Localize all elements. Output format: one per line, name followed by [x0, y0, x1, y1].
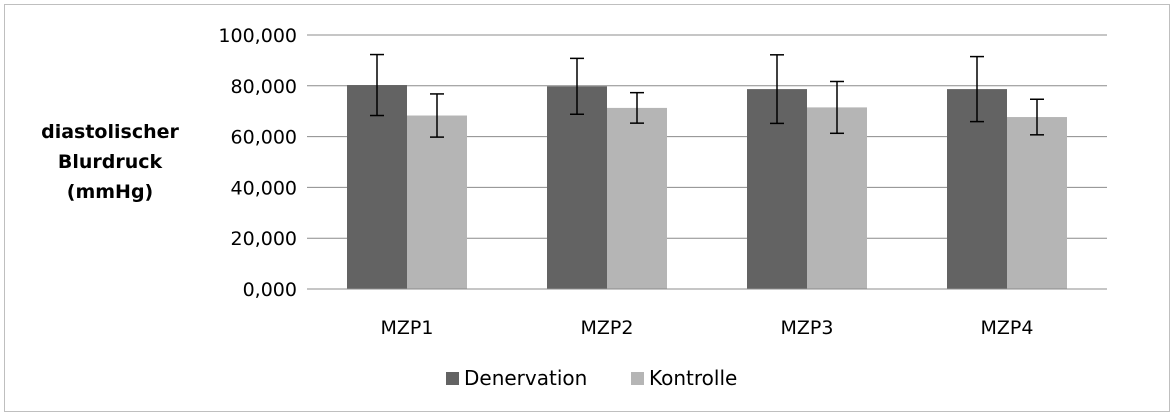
- x-tick-label: MZP1: [381, 317, 434, 339]
- error-bar-denervation-mzp2: [570, 57, 584, 115]
- bar-denervation-mzp4: [947, 89, 1007, 290]
- x-tick-label: MZP4: [981, 317, 1034, 339]
- error-bar-denervation-mzp3: [770, 54, 784, 125]
- error-bar-denervation-mzp1: [370, 53, 384, 117]
- x-tick-label: MZP3: [781, 317, 834, 339]
- y-axis-label-line: (mmHg): [67, 181, 153, 203]
- x-tick-label: MZP2: [581, 317, 634, 339]
- error-bar-kontrolle-mzp2: [630, 91, 644, 124]
- bar-kontrolle-mzp4: [1007, 117, 1067, 290]
- bar-denervation-mzp1: [347, 85, 407, 290]
- error-bars: [370, 53, 1044, 138]
- y-axis-label-line: Blurdruck: [58, 151, 163, 173]
- error-bar-kontrolle-mzp3: [830, 80, 844, 135]
- y-axis-label-line: diastolischer: [41, 121, 179, 143]
- y-tick-label: 100,000: [218, 25, 297, 47]
- y-tick-label: 80,000: [231, 76, 297, 98]
- y-tick-label: 60,000: [231, 127, 297, 149]
- y-tick-labels: 0,000 20,000 40,000 60,000 80,000 100,000: [218, 25, 297, 301]
- error-bar-denervation-mzp4: [970, 55, 984, 123]
- y-tick-label: 0,000: [243, 279, 297, 301]
- error-bar-kontrolle-mzp4: [1030, 98, 1044, 136]
- bar-kontrolle-mzp3: [807, 107, 867, 289]
- legend-item-kontrolle: Kontrolle: [631, 366, 737, 390]
- bar-kontrolle-mzp2: [607, 107, 667, 289]
- x-tick-labels: MZP1 MZP2 MZP3 MZP4: [381, 317, 1034, 339]
- legend: Denervation Kontrolle: [446, 366, 737, 390]
- y-axis-label: diastolischer Blurdruck (mmHg): [41, 121, 179, 203]
- chart-frame: [4, 4, 1170, 412]
- bar-denervation-mzp2: [547, 86, 607, 289]
- y-tick-label: 20,000: [231, 228, 297, 250]
- legend-item-denervation: Denervation: [446, 366, 587, 390]
- legend-label: Denervation: [464, 366, 587, 390]
- legend-swatch: [631, 372, 644, 385]
- legend-swatch: [446, 372, 459, 385]
- legend-label: Kontrolle: [649, 366, 737, 390]
- bars: [347, 85, 1067, 290]
- bar-kontrolle-mzp1: [407, 115, 467, 289]
- error-bar-kontrolle-mzp1: [430, 93, 444, 138]
- y-tick-label: 40,000: [231, 177, 297, 199]
